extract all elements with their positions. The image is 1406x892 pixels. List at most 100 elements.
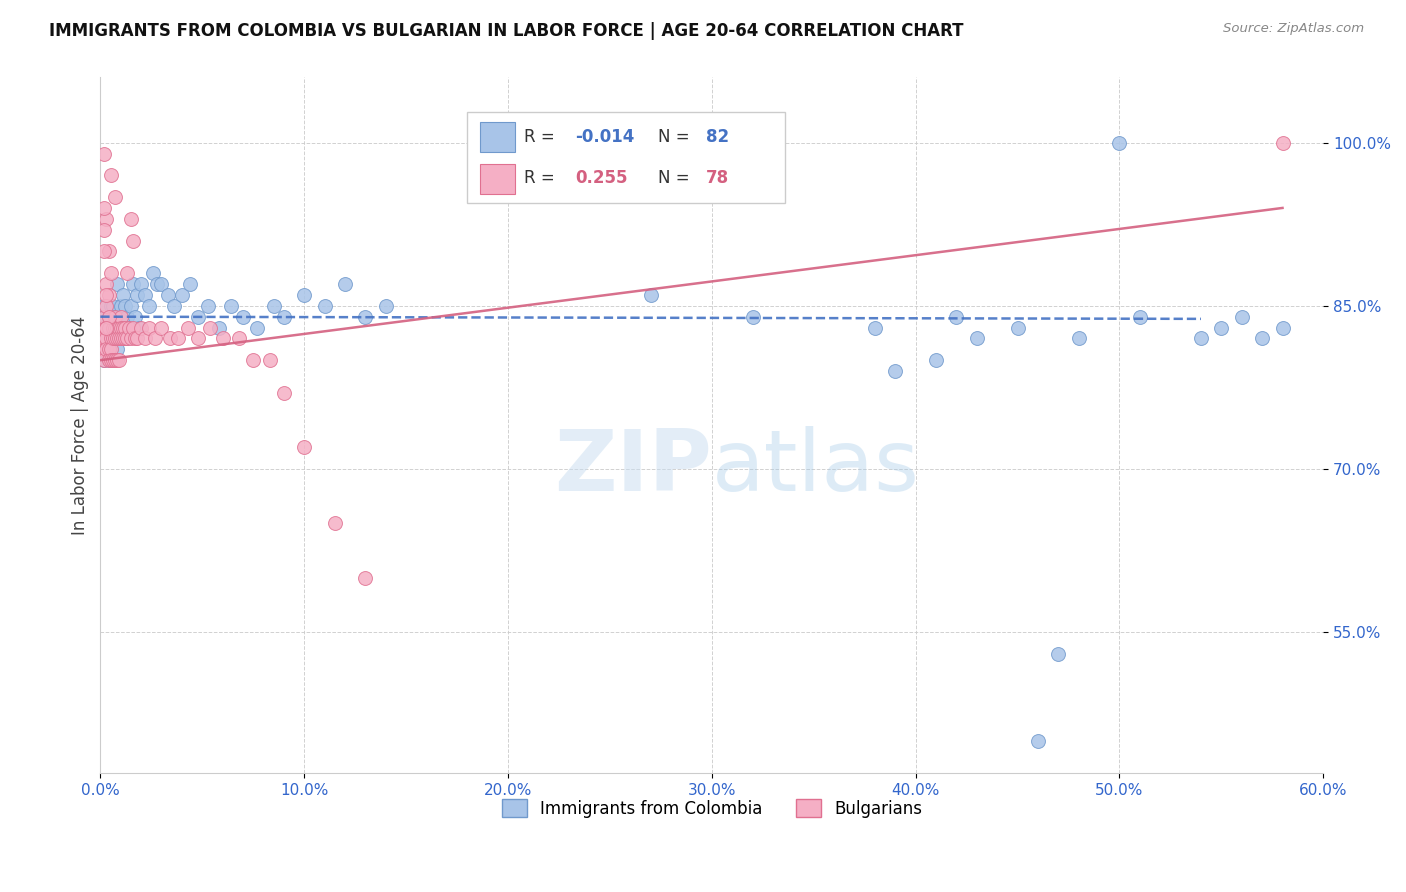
Point [354, 571, 377, 585]
Point [292, 440, 315, 454]
Point [122, 234, 145, 248]
Point [96, 331, 118, 345]
Point [159, 331, 181, 345]
Point [163, 299, 186, 313]
Point [104, 353, 127, 368]
Point [104, 310, 127, 324]
Point [97, 310, 120, 324]
Point [96, 211, 118, 226]
Point [232, 310, 254, 324]
Point [104, 331, 127, 345]
Point [111, 331, 134, 345]
Point [374, 299, 396, 313]
Point [242, 353, 264, 368]
Point [91, 331, 114, 345]
Point [150, 320, 173, 334]
Point [354, 310, 377, 324]
Point [91, 320, 114, 334]
Point [118, 320, 141, 334]
Point [93, 222, 115, 236]
Point [111, 331, 134, 345]
Legend: Immigrants from Colombia, Bulgarians: Immigrants from Colombia, Bulgarians [495, 793, 929, 824]
Point [105, 353, 128, 368]
Point [323, 516, 346, 531]
Point [197, 299, 219, 313]
Point [1189, 331, 1212, 345]
Point [118, 320, 141, 334]
Point [100, 169, 122, 183]
Point [101, 331, 124, 345]
Point [1251, 331, 1274, 345]
Point [115, 331, 138, 345]
Y-axis label: In Labor Force | Age 20-64: In Labor Force | Age 20-64 [72, 316, 89, 535]
Point [966, 331, 988, 345]
Point [177, 320, 200, 334]
Point [1129, 310, 1152, 324]
Point [100, 331, 122, 345]
Point [97, 310, 120, 324]
Point [111, 320, 134, 334]
Point [1230, 310, 1253, 324]
Point [93, 299, 115, 313]
Point [640, 288, 662, 302]
Point [187, 310, 209, 324]
Point [120, 331, 142, 345]
Point [104, 190, 127, 204]
Point [101, 320, 124, 334]
Point [110, 299, 132, 313]
Point [93, 244, 115, 259]
Point [138, 299, 160, 313]
Point [1026, 734, 1049, 748]
Point [863, 320, 886, 334]
Point [945, 310, 967, 324]
Point [96, 320, 118, 334]
Point [1108, 136, 1130, 150]
Point [97, 353, 120, 368]
Point [187, 331, 209, 345]
Point [100, 320, 122, 334]
Point [107, 353, 129, 368]
Point [156, 288, 179, 302]
Point [115, 331, 138, 345]
Point [1271, 320, 1294, 334]
Point [273, 310, 295, 324]
Point [115, 310, 138, 324]
Point [97, 244, 120, 259]
Text: Source: ZipAtlas.com: Source: ZipAtlas.com [1223, 22, 1364, 36]
Point [246, 320, 269, 334]
Point [101, 353, 124, 368]
Point [166, 331, 188, 345]
Point [114, 331, 136, 345]
Point [96, 277, 118, 291]
Point [104, 353, 127, 368]
Point [125, 331, 148, 345]
Point [1271, 136, 1294, 150]
Point [100, 353, 122, 368]
Point [93, 320, 115, 334]
Point [925, 353, 948, 368]
Point [100, 331, 122, 345]
Text: IMMIGRANTS FROM COLOMBIA VS BULGARIAN IN LABOR FORCE | AGE 20-64 CORRELATION CHA: IMMIGRANTS FROM COLOMBIA VS BULGARIAN IN… [49, 22, 963, 40]
Point [114, 299, 136, 313]
Point [97, 343, 120, 357]
Point [142, 266, 165, 280]
Point [96, 343, 118, 357]
Point [105, 320, 128, 334]
Point [122, 277, 145, 291]
Point [96, 331, 118, 345]
Point [104, 320, 127, 334]
Point [1067, 331, 1090, 345]
Point [107, 310, 129, 324]
Point [125, 288, 148, 302]
Point [145, 331, 167, 345]
Point [884, 364, 907, 378]
Point [273, 385, 295, 400]
Point [111, 288, 134, 302]
Point [104, 310, 127, 324]
Point [150, 277, 173, 291]
Point [91, 310, 114, 324]
Point [107, 331, 129, 345]
Point [100, 343, 122, 357]
Point [110, 331, 132, 345]
Point [110, 320, 132, 334]
